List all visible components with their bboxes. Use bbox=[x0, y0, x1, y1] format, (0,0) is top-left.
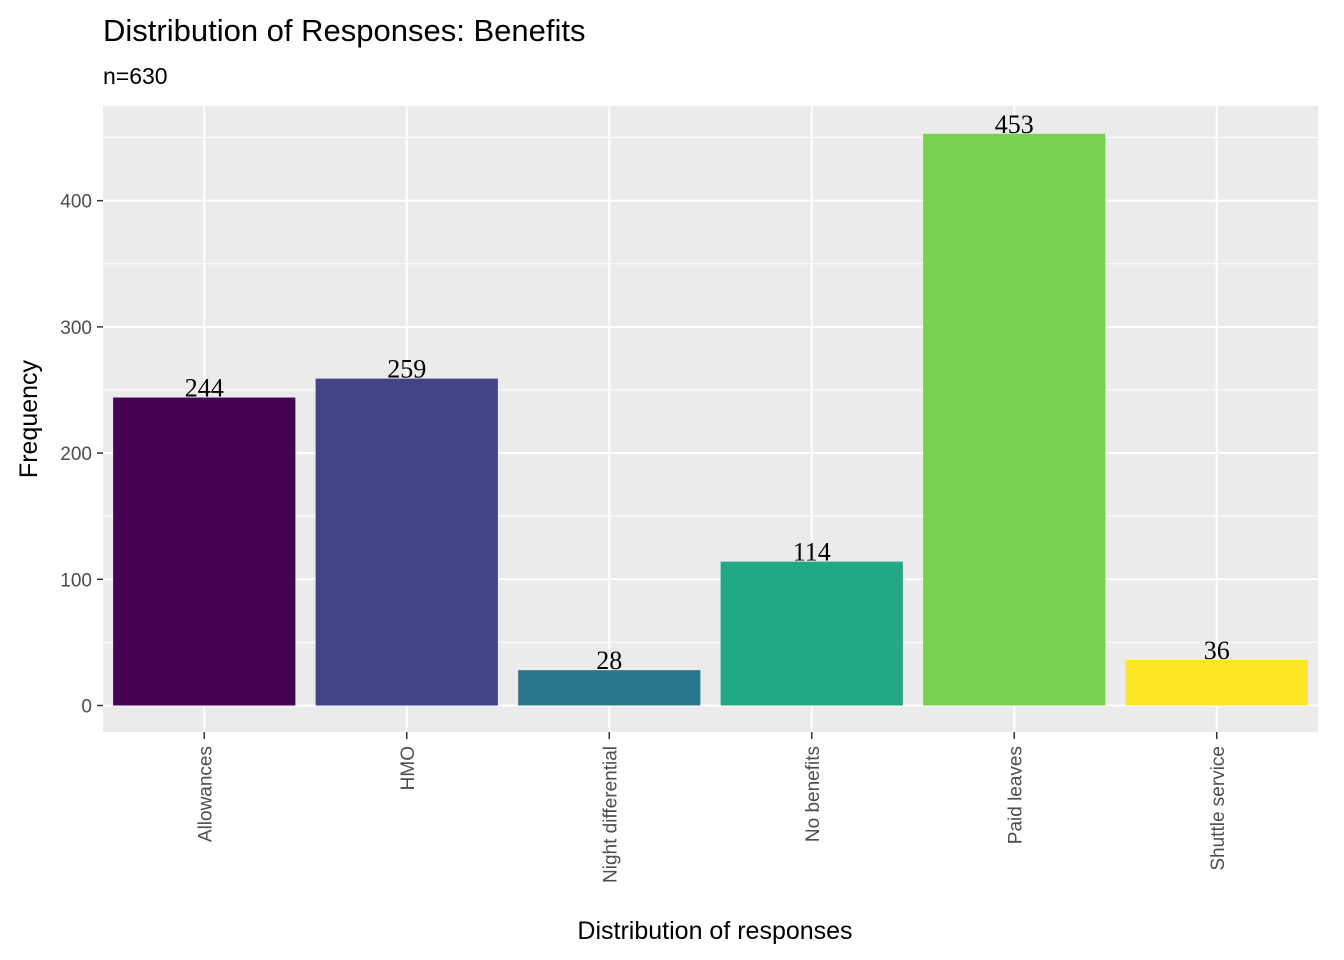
x-tick-label: No benefits bbox=[803, 746, 824, 842]
bars bbox=[113, 133, 1308, 706]
y-tick-label: 0 bbox=[81, 696, 92, 717]
bar-night-differential bbox=[518, 670, 701, 706]
y-tick-label: 300 bbox=[60, 318, 92, 339]
data-label: 453 bbox=[995, 110, 1034, 139]
chart-subtitle: n=630 bbox=[103, 63, 168, 89]
minor-gridlines bbox=[103, 137, 1318, 643]
x-axis-title: Distribution of responses bbox=[577, 917, 852, 945]
bar-paid-leaves bbox=[923, 133, 1106, 706]
x-axis: Allowances HMO Night differential No benefi… bbox=[195, 732, 1229, 883]
y-tick-label: 200 bbox=[60, 444, 92, 465]
data-label: 36 bbox=[1204, 636, 1230, 665]
data-label: 114 bbox=[793, 538, 831, 567]
x-tick-label: Paid leaves bbox=[1005, 746, 1026, 844]
data-label: 28 bbox=[596, 646, 622, 675]
bar-shuttle-service bbox=[1125, 660, 1308, 706]
x-tick-label: HMO bbox=[398, 746, 419, 790]
y-axis: 0 100 200 300 400 bbox=[60, 192, 103, 717]
data-labels: 244 259 28 114 453 36 bbox=[185, 110, 1230, 675]
bar-allowances bbox=[113, 397, 296, 706]
y-tick-label: 100 bbox=[60, 570, 92, 591]
plot-panel bbox=[103, 106, 1318, 732]
x-tick-label: Night differential bbox=[600, 746, 621, 883]
chart-title: Distribution of Responses: Benefits bbox=[103, 13, 585, 48]
x-tick-label: Allowances bbox=[195, 746, 216, 842]
bar-no-benefits bbox=[720, 561, 903, 706]
y-axis-title: Frequency bbox=[15, 359, 43, 478]
data-label: 259 bbox=[387, 355, 426, 384]
x-tick-label: Shuttle service bbox=[1208, 746, 1229, 871]
y-tick-label: 400 bbox=[60, 192, 92, 213]
data-label: 244 bbox=[185, 374, 224, 403]
bar-hmo bbox=[315, 378, 498, 706]
